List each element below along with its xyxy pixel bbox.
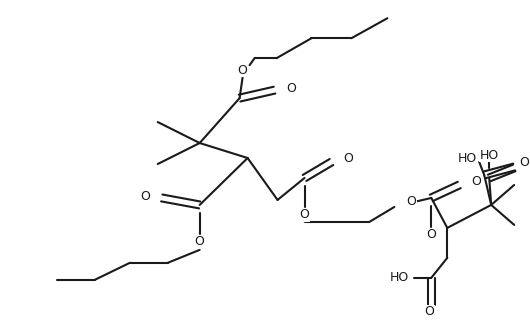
Text: O: O (237, 64, 248, 77)
Text: HO: HO (458, 152, 477, 165)
Text: O: O (471, 175, 481, 188)
Text: O: O (287, 81, 296, 95)
Text: HO: HO (390, 271, 409, 284)
Text: O: O (195, 235, 205, 248)
Text: HO: HO (480, 148, 499, 162)
Text: O: O (343, 152, 354, 165)
Text: O: O (519, 156, 529, 169)
Text: O: O (425, 305, 434, 318)
Text: O: O (140, 190, 150, 204)
Text: O: O (426, 228, 436, 242)
Text: O: O (299, 208, 310, 222)
Text: O: O (407, 195, 416, 208)
